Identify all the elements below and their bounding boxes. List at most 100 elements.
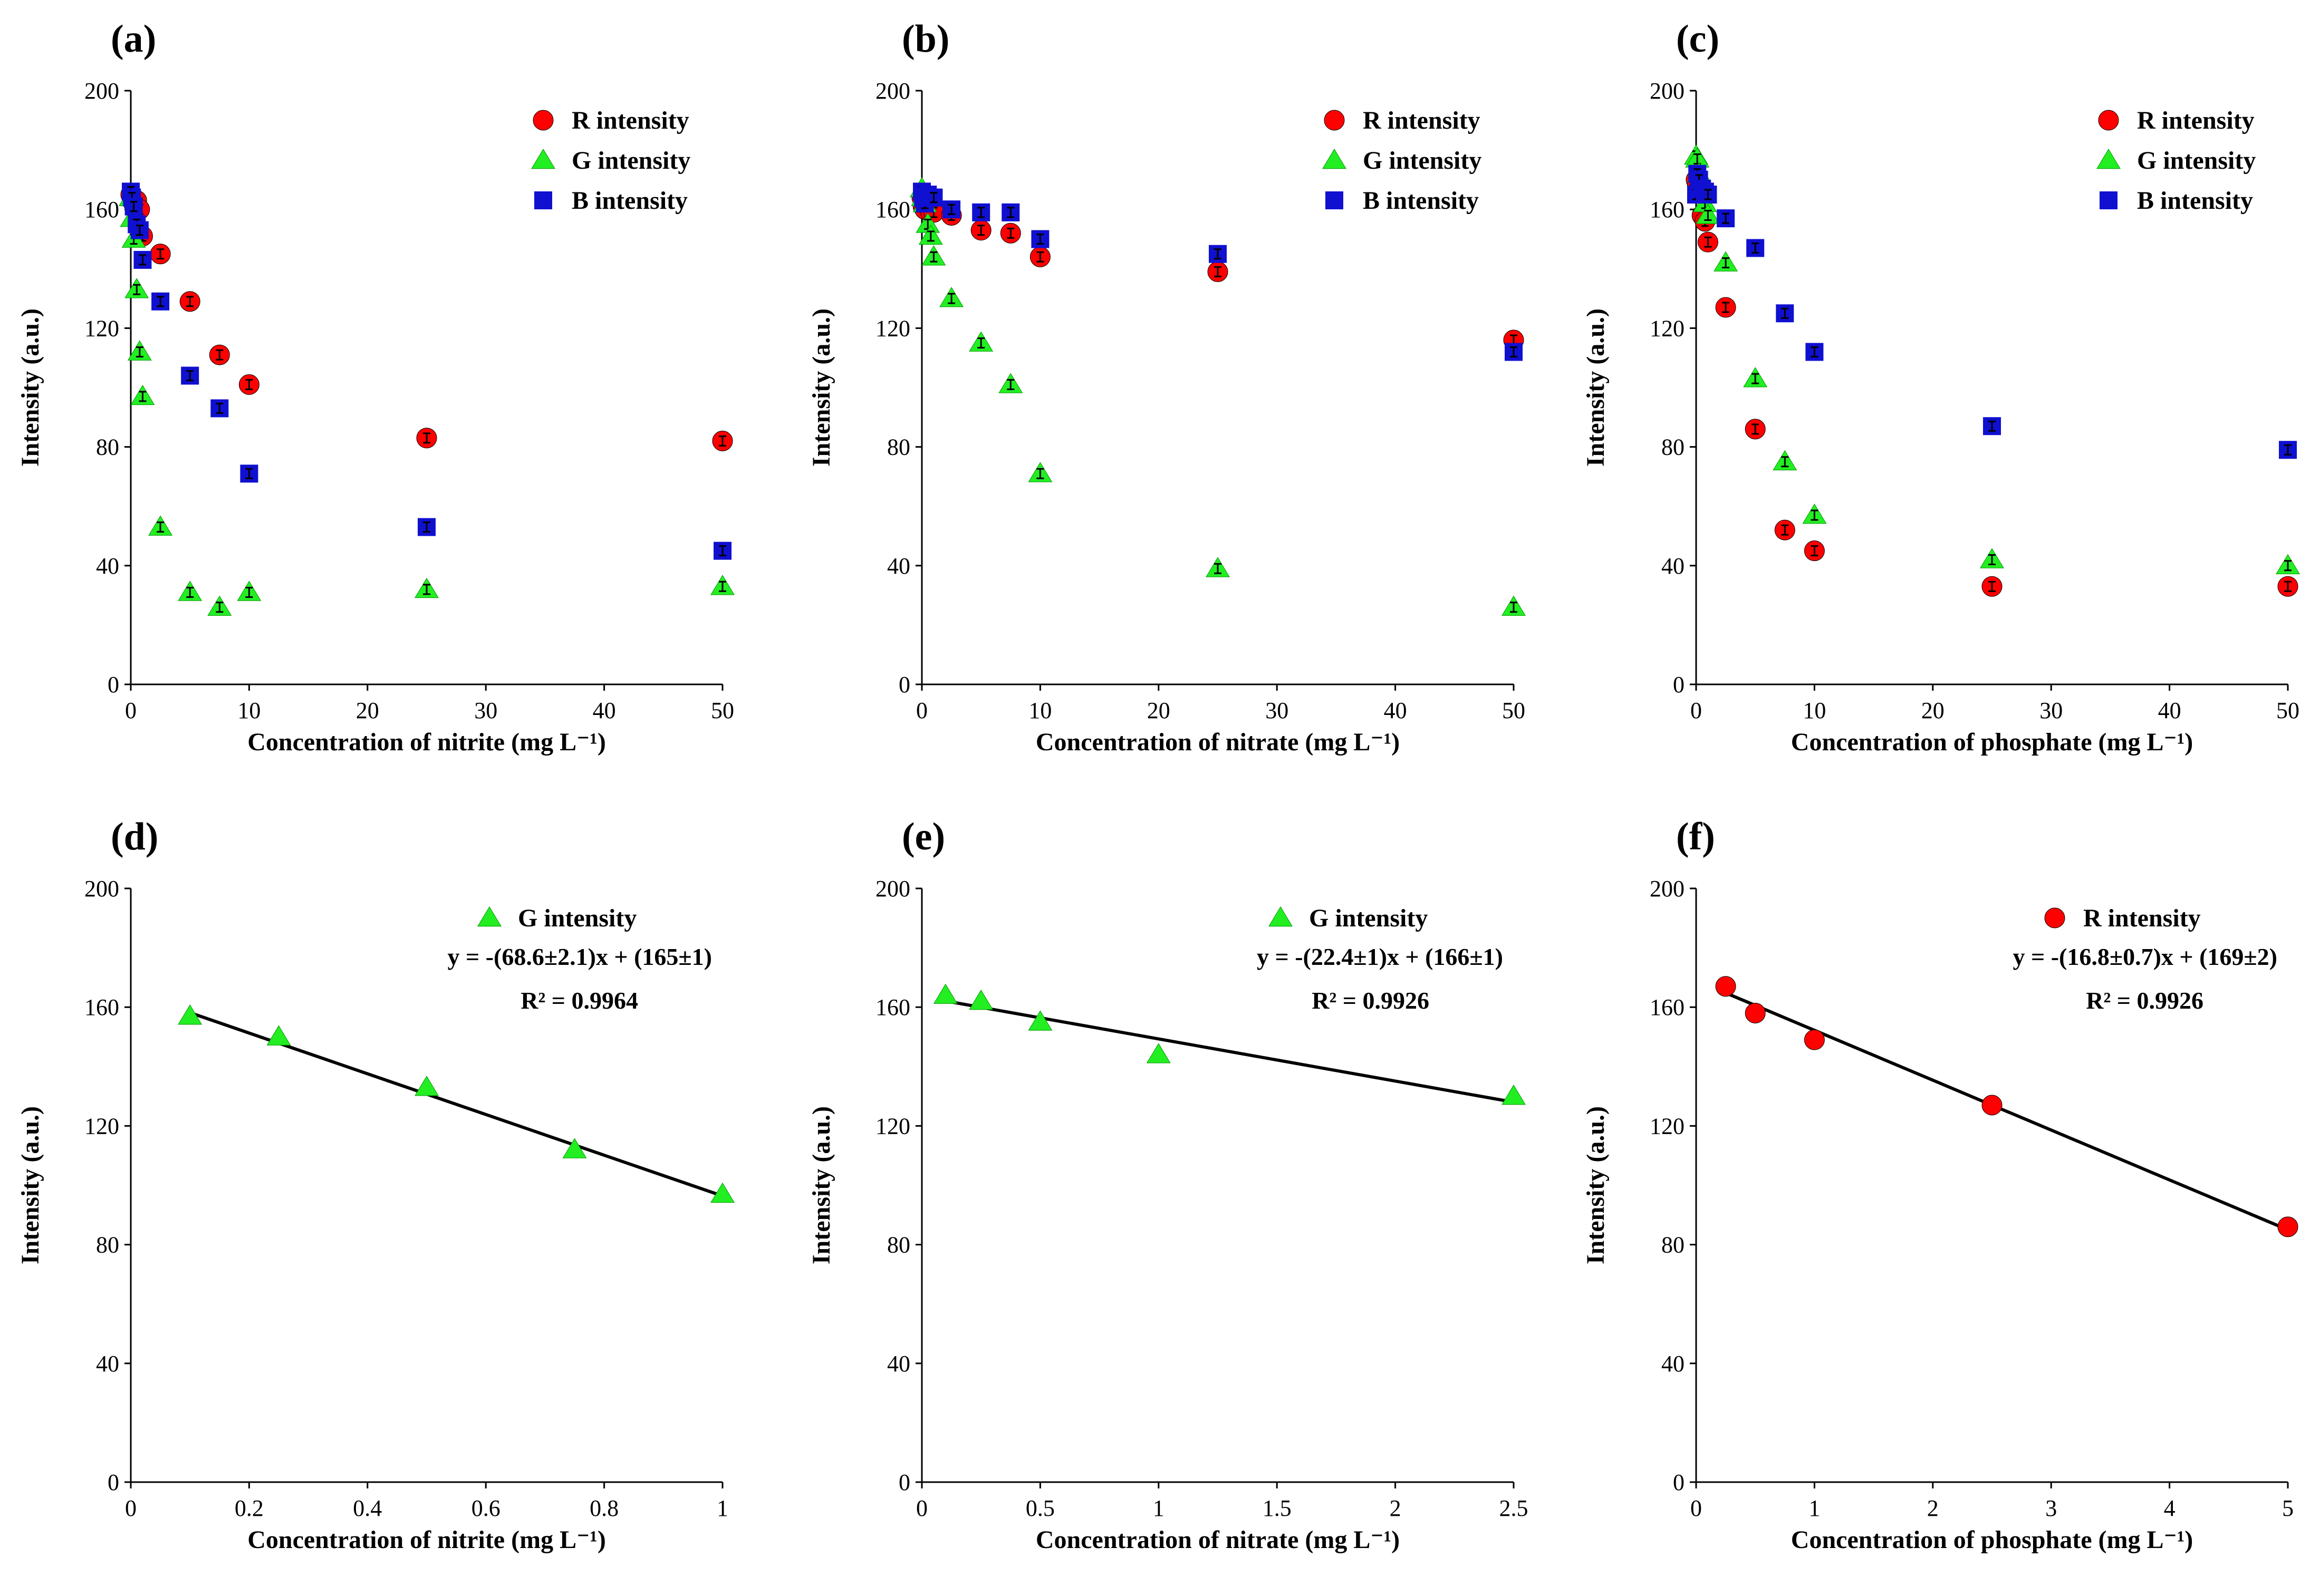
fit-equation: y = -(16.8±0.7)x + (169±2) <box>2013 943 2277 970</box>
error-bar <box>186 586 194 598</box>
x-tick-label: 0.8 <box>590 1495 619 1521</box>
data-point <box>562 1138 587 1158</box>
x-axis-title: Concentration of nitrite (mg L⁻¹) <box>247 1526 606 1554</box>
error-bar <box>245 468 253 479</box>
series-b <box>1687 165 2297 459</box>
y-tick-label: 80 <box>96 434 119 460</box>
y-axis-title: Intensity (a.u.) <box>1582 1106 1610 1264</box>
error-bar <box>1988 581 1996 592</box>
x-tick-label: 20 <box>1921 698 1945 723</box>
y-tick-label: 160 <box>1650 994 1685 1020</box>
x-axis-title: Concentration of phosphate (mg L⁻¹) <box>1791 1526 2193 1554</box>
fit-line <box>945 999 1514 1104</box>
series-r <box>1715 976 2298 1237</box>
error-bar <box>927 230 935 242</box>
error-bar <box>423 432 430 444</box>
x-tick-label: 1 <box>717 1495 728 1521</box>
error-bar <box>216 349 224 361</box>
legend-label: G intensity <box>1363 147 1481 175</box>
error-bar <box>1510 346 1517 357</box>
x-tick-label: 20 <box>356 698 379 723</box>
legend-marker <box>1268 906 1293 927</box>
error-bar <box>1036 234 1044 245</box>
legend-entry: R intensity <box>533 107 689 134</box>
error-bar <box>245 379 253 390</box>
y-tick-label: 200 <box>1650 78 1685 104</box>
error-bar <box>423 521 430 533</box>
error-bar <box>1214 563 1221 574</box>
error-bar <box>948 293 956 304</box>
legend-entry: G intensity <box>531 147 690 175</box>
error-bar <box>1214 266 1221 277</box>
error-bar <box>186 370 194 381</box>
legend-entry: R intensity <box>2098 107 2255 134</box>
legend-label: G intensity <box>518 904 637 932</box>
y-tick-label: 0 <box>1673 672 1685 698</box>
fit-equation: y = -(22.4±1)x + (166±1) <box>1257 943 1503 970</box>
y-tick-label: 80 <box>96 1232 119 1258</box>
series-g <box>933 983 1526 1105</box>
x-axis-title: Concentration of phosphate (mg L⁻¹) <box>1791 728 2193 756</box>
x-tick-label: 30 <box>474 698 497 723</box>
y-axis-title: Intensity (a.u.) <box>807 1106 835 1264</box>
data-point <box>415 1076 439 1096</box>
y-tick-label: 40 <box>96 1351 119 1377</box>
x-tick-label: 1 <box>1153 1495 1164 1521</box>
error-bar <box>1751 373 1759 384</box>
y-axis-title: Intensity (a.u.) <box>16 1106 44 1264</box>
data-point <box>969 989 994 1010</box>
x-tick-label: 50 <box>711 698 734 723</box>
x-tick-label: 10 <box>1028 698 1052 723</box>
x-tick-label: 0.4 <box>353 1495 382 1521</box>
legend-entry: G intensity <box>1268 904 1428 932</box>
error-bar <box>1704 189 1712 200</box>
series-g <box>910 177 1526 616</box>
legend-entry: B intensity <box>1325 187 1479 215</box>
x-tick-label: 10 <box>1803 698 1826 723</box>
legend-label: B intensity <box>572 187 688 215</box>
fit-line <box>1725 991 2289 1232</box>
y-axis-title: Intensity (a.u.) <box>807 308 835 467</box>
y-tick-label: 200 <box>875 78 910 104</box>
data-point <box>1745 1002 1766 1023</box>
legend-label: G intensity <box>2137 147 2256 175</box>
data-point <box>1981 1095 2003 1116</box>
legend-entry: G intensity <box>477 904 637 932</box>
panel-label: (a) <box>111 17 156 61</box>
legend-marker <box>531 149 555 169</box>
error-bar <box>1811 545 1818 557</box>
x-tick-label: 50 <box>2276 698 2299 723</box>
legend-marker <box>1325 191 1343 209</box>
y-axis-title: Intensity (a.u.) <box>1582 308 1610 467</box>
x-tick-label: 40 <box>593 698 616 723</box>
x-tick-label: 40 <box>1384 698 1407 723</box>
panel-label: (c) <box>1676 17 1719 61</box>
fit-equation: y = -(68.6±2.1)x + (165±1) <box>447 943 712 970</box>
y-tick-label: 0 <box>108 1469 119 1495</box>
error-bar <box>719 581 726 592</box>
legend-label: G intensity <box>572 147 690 175</box>
error-bar <box>1704 209 1712 221</box>
x-tick-label: 40 <box>2158 698 2181 723</box>
y-tick-label: 120 <box>875 1113 910 1139</box>
error-bar <box>1811 346 1818 357</box>
series-b <box>913 182 1523 361</box>
data-point <box>933 983 958 1004</box>
legend-marker <box>2044 907 2065 928</box>
legend-marker <box>2100 191 2118 209</box>
x-tick-label: 1.5 <box>1263 1495 1292 1521</box>
y-tick-label: 160 <box>875 994 910 1020</box>
y-tick-label: 40 <box>96 553 119 579</box>
error-bar <box>1781 307 1789 319</box>
legend-entry: G intensity <box>2096 147 2256 175</box>
x-tick-label: 50 <box>1502 698 1525 723</box>
y-tick-label: 0 <box>899 1469 910 1495</box>
data-point <box>1146 1043 1171 1063</box>
series-g <box>178 1004 735 1203</box>
error-bar <box>977 225 985 236</box>
y-tick-label: 0 <box>1673 1469 1685 1495</box>
y-tick-label: 40 <box>887 553 910 579</box>
legend-label: R intensity <box>2137 107 2255 134</box>
error-bar <box>157 248 165 260</box>
